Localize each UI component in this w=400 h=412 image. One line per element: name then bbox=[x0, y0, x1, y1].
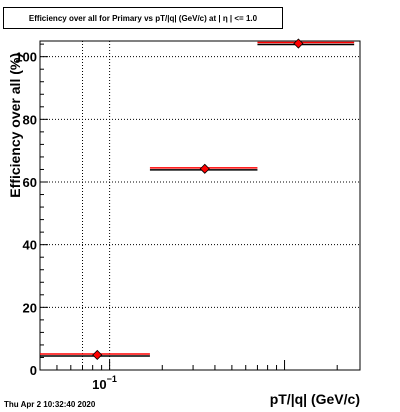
x-tick-label: 10 bbox=[92, 377, 106, 392]
timestamp: Thu Apr 2 10:32:40 2020 bbox=[4, 400, 96, 409]
y-axis-label: Efficiency over all (%) bbox=[7, 53, 23, 198]
y-tick-label: 100 bbox=[15, 50, 37, 65]
axes-layer: 0 20 40 60 80 100 10 −1 bbox=[15, 40, 361, 392]
y-tick-label: 40 bbox=[23, 238, 37, 253]
plot-frame bbox=[39, 40, 361, 371]
x-tick-exponent: −1 bbox=[107, 374, 117, 384]
y-tick-label: 20 bbox=[23, 300, 37, 315]
y-tick-label: 80 bbox=[23, 112, 37, 127]
data-point bbox=[293, 38, 304, 49]
data-point bbox=[199, 163, 210, 174]
y-tick-label: 0 bbox=[30, 363, 37, 378]
y-tick-label: 60 bbox=[23, 175, 37, 190]
grid-layer bbox=[40, 41, 360, 370]
data-layer bbox=[40, 38, 355, 361]
chart-title: Efficiency over all for Primary vs pT/|q… bbox=[3, 7, 283, 29]
data-point bbox=[92, 349, 103, 361]
x-axis-label: pT/|q| (GeV/c) bbox=[270, 391, 360, 407]
